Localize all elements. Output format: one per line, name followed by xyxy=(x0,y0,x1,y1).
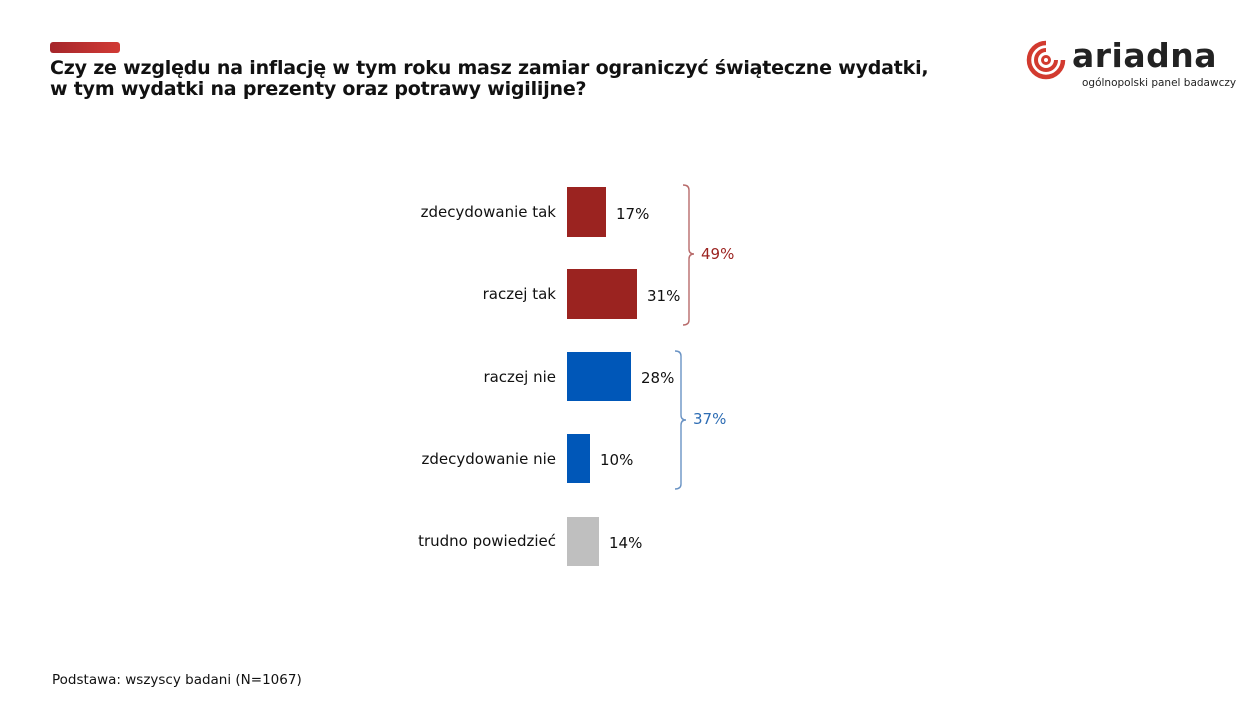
value-label: 31% xyxy=(647,287,681,305)
bar xyxy=(567,517,599,566)
bar xyxy=(567,187,606,237)
value-label: 10% xyxy=(600,451,634,469)
ariadna-spiral-icon xyxy=(1026,40,1066,80)
value-label: 14% xyxy=(609,534,643,552)
logo-tagline: ogólnopolski panel badawczy xyxy=(1082,77,1237,89)
category-label: raczej tak xyxy=(482,285,556,303)
category-label: zdecydowanie tak xyxy=(420,203,556,221)
category-label: trudno powiedzieć xyxy=(418,532,556,550)
category-label: raczej nie xyxy=(483,368,556,386)
category-label: zdecydowanie nie xyxy=(421,450,556,468)
bar xyxy=(567,434,590,483)
title-line-2: w tym wydatki na prezenty oraz potrawy w… xyxy=(50,78,587,100)
title-line-1: Czy ze względu na inflację w tym roku ma… xyxy=(50,57,929,79)
chart-title: Czy ze względu na inflację w tym roku ma… xyxy=(50,58,1000,100)
bracket-tak-group xyxy=(682,184,695,326)
value-label: 28% xyxy=(641,369,675,387)
group-total-tak: 49% xyxy=(701,245,735,263)
ariadna-logo: ariadna ogólnopolski panel badawczy xyxy=(1026,36,1236,92)
value-label: 17% xyxy=(616,205,650,223)
bar xyxy=(567,269,637,319)
title-accent-bar xyxy=(50,42,120,53)
group-total-nie: 37% xyxy=(693,410,727,428)
base-note: Podstawa: wszyscy badani (N=1067) xyxy=(52,672,302,688)
logo-wordmark: ariadna xyxy=(1072,36,1218,75)
bar xyxy=(567,352,631,401)
bracket-nie-group xyxy=(674,350,687,490)
